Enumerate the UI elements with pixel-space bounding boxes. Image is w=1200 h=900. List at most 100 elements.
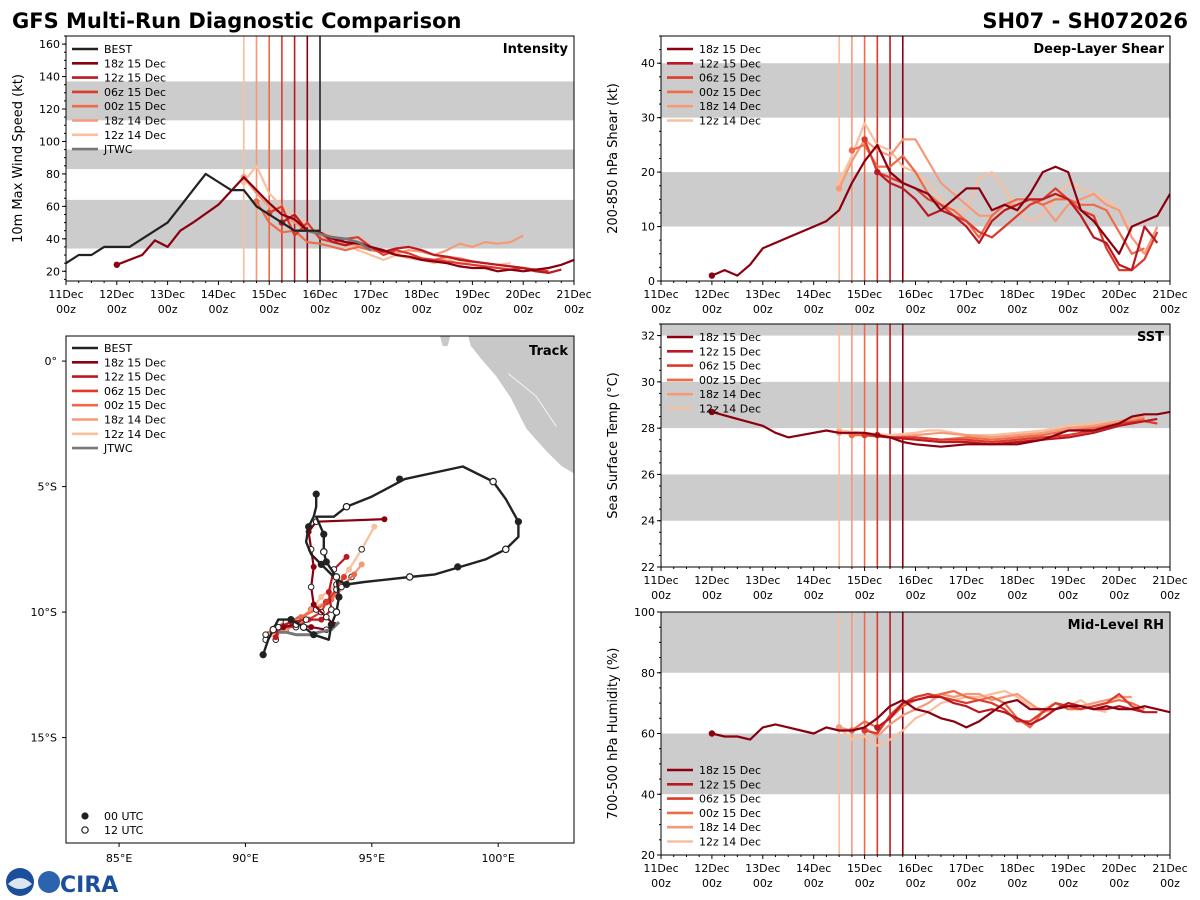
x-tick-hour-label: 00z bbox=[1109, 303, 1129, 316]
x-tick-day-label: 11Dec bbox=[643, 288, 678, 301]
best-track-00z-marker bbox=[454, 563, 462, 571]
shaded-band bbox=[661, 474, 1170, 521]
x-tick-day-label: 18Dec bbox=[1000, 574, 1035, 587]
x-tick-hour-label: 00z bbox=[957, 589, 977, 602]
x-tick-hour-label: 00z bbox=[702, 589, 722, 602]
x-tick-hour-label: 00z bbox=[753, 303, 773, 316]
best-track-00z-marker bbox=[396, 475, 404, 483]
run-track-point bbox=[310, 601, 317, 608]
y-tick-label: 24 bbox=[641, 515, 655, 528]
y-axis-label: 10m Max Wind Speed (kt) bbox=[11, 74, 26, 243]
x-tick-day-label: 17Dec bbox=[949, 574, 984, 587]
best-track-00z-marker bbox=[342, 580, 351, 589]
cira-globe-icon bbox=[38, 871, 60, 893]
y-tick-label: 10 bbox=[641, 221, 655, 234]
x-tick-day-label: 14Dec bbox=[201, 288, 236, 301]
run-track-point bbox=[381, 516, 388, 523]
x-tick-day-label: 12Dec bbox=[99, 288, 134, 301]
x-tick-day-label: 12Dec bbox=[694, 862, 729, 875]
y-tick-label: 160 bbox=[39, 38, 60, 51]
x-tick-hour-label: 00z bbox=[906, 589, 926, 602]
series-line-00z-15-dec bbox=[851, 143, 1145, 255]
best-track-12z-marker bbox=[332, 608, 341, 616]
series-group bbox=[66, 164, 574, 274]
x-tick-hour-label: 00z bbox=[855, 877, 875, 890]
series-line-18z-15-dec bbox=[711, 698, 1170, 741]
y-tick-label: 40 bbox=[641, 57, 655, 70]
legend-label: 12z 15 Dec bbox=[104, 371, 166, 384]
run-track-point bbox=[351, 571, 358, 578]
legend-label: 12z 14 Dec bbox=[699, 115, 761, 128]
x-tick-hour-label: 00z bbox=[753, 877, 773, 890]
series-group bbox=[708, 408, 1170, 448]
legend-label: 18z 15 Dec bbox=[699, 43, 761, 56]
intensity-panel: 20 40 60 80 100 120 140 160 11Dec 00z 12Dec 00z 13De… bbox=[11, 35, 592, 316]
x-tick-day-label: 18Dec bbox=[404, 288, 439, 301]
series-group bbox=[708, 121, 1170, 279]
x-tick-day-label: 18Dec bbox=[1000, 288, 1035, 301]
run-track-point bbox=[318, 616, 325, 623]
run-track-point-12z bbox=[323, 613, 330, 621]
x-tick-hour-label: 00z bbox=[1109, 877, 1129, 890]
x-tick-hour-label: 00z bbox=[412, 303, 432, 316]
shaded-band bbox=[661, 324, 1170, 336]
legend-label: 00z 15 Dec bbox=[104, 399, 166, 412]
legend-label: 00z 15 Dec bbox=[104, 100, 166, 113]
run-track-point bbox=[280, 624, 287, 631]
legend-label: 18z 15 Dec bbox=[104, 57, 166, 70]
legend-label: 00z 15 Dec bbox=[699, 86, 761, 99]
x-tick-day-label: 15Dec bbox=[847, 288, 882, 301]
best-track-00z-marker bbox=[312, 490, 320, 498]
y-tick-label: 26 bbox=[641, 468, 655, 481]
x-tick-day-label: 12Dec bbox=[694, 288, 729, 301]
legend-label: 12z 15 Dec bbox=[699, 345, 761, 358]
cira-wordmark: CIRA bbox=[60, 873, 118, 898]
x-tick-hour-label: 00z bbox=[855, 589, 875, 602]
best-track-12z-marker bbox=[299, 623, 308, 631]
y-tick-label: 30 bbox=[641, 112, 655, 125]
run-track-point-12z bbox=[307, 583, 315, 591]
lon-tick-label: 95°E bbox=[359, 852, 385, 865]
best-track-12z-marker bbox=[405, 573, 414, 581]
x-tick-hour-label: 00z bbox=[702, 877, 722, 890]
series-line-12z-15-dec bbox=[877, 417, 1158, 446]
x-tick-hour-label: 00z bbox=[1058, 877, 1078, 890]
x-tick-day-label: 20Dec bbox=[1101, 288, 1136, 301]
x-tick-hour-label: 00z bbox=[310, 303, 330, 316]
x-tick-hour-label: 00z bbox=[804, 303, 824, 316]
init-point-marker bbox=[874, 724, 881, 731]
x-tick-day-label: 14Dec bbox=[796, 862, 831, 875]
x-tick-hour-label: 00z bbox=[651, 303, 671, 316]
x-tick-hour-label: 00z bbox=[804, 589, 824, 602]
legend-label: 12z 15 Dec bbox=[104, 72, 166, 85]
init-point-marker bbox=[861, 136, 868, 143]
init-point-marker bbox=[708, 730, 716, 737]
init-point-marker bbox=[113, 261, 121, 268]
x-tick-day-label: 21Dec bbox=[1152, 574, 1187, 587]
x-tick-hour-label: 00z bbox=[753, 589, 773, 602]
y-tick-label: 80 bbox=[46, 168, 60, 181]
legend-label: 18z 14 Dec bbox=[104, 115, 166, 128]
best-track-00z-marker bbox=[287, 616, 295, 624]
legend-label: 12z 14 Dec bbox=[699, 403, 761, 416]
x-tick-hour-label: 00z bbox=[1058, 589, 1078, 602]
legend-label: 18z 14 Dec bbox=[699, 388, 761, 401]
series-line-12z-15-dec bbox=[281, 213, 562, 274]
x-tick-hour-label: 00z bbox=[651, 877, 671, 890]
legend-label: 00z 15 Dec bbox=[699, 807, 761, 820]
x-tick-hour-label: 00z bbox=[906, 877, 926, 890]
y-axis-label: 200-850 hPa Shear (kt) bbox=[606, 83, 621, 234]
shear-panel: 0 10 20 30 40 11Dec 00z 12Dec 00z 13Dec 00z 14Dec 00… bbox=[606, 35, 1188, 316]
best-track-00z-marker bbox=[259, 651, 267, 659]
legend-00z-marker bbox=[81, 812, 89, 820]
run-track-point bbox=[272, 634, 279, 641]
y-tick-label: 120 bbox=[39, 103, 60, 116]
legend-label: 12z 15 Dec bbox=[699, 778, 761, 791]
land-island bbox=[440, 336, 451, 346]
legend-label: 18z 14 Dec bbox=[699, 821, 761, 834]
legend-label: 00z 15 Dec bbox=[699, 374, 761, 387]
legend-label: 06z 15 Dec bbox=[699, 72, 761, 85]
best-track-00z-marker bbox=[322, 558, 330, 566]
x-tick-day-label: 16Dec bbox=[302, 288, 337, 301]
x-tick-hour-label: 00z bbox=[209, 303, 229, 316]
